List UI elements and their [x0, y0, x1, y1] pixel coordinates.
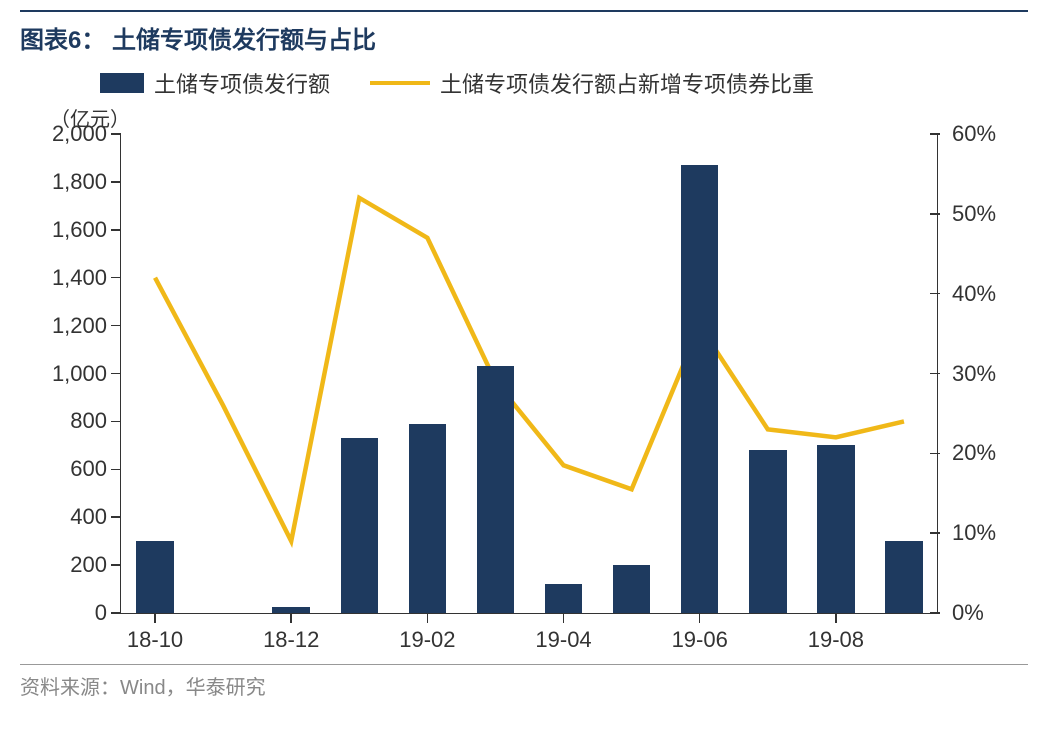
y1-tick-label: 1,800	[52, 169, 121, 195]
y1-tick-label: 800	[70, 408, 121, 434]
x-tick-label: 18-12	[263, 613, 319, 653]
bar	[477, 366, 514, 613]
y1-tick-label: 0	[95, 600, 121, 626]
legend-bar-swatch	[100, 73, 144, 93]
plot-area: 02004006008001,0001,2001,4001,6001,8002,…	[120, 134, 938, 614]
y1-tick-label: 400	[70, 504, 121, 530]
y2-tick-label: 40%	[938, 281, 996, 307]
chart-title: 图表6： 土储专项债发行额与占比	[20, 20, 1028, 55]
x-tick-label: 19-06	[672, 613, 728, 653]
line-path	[155, 198, 904, 541]
y2-tick-label: 50%	[938, 201, 996, 227]
y2-tick-label: 20%	[938, 440, 996, 466]
title-row: 图表6： 土储专项债发行额与占比	[20, 10, 1028, 61]
bar	[613, 565, 650, 613]
y2-tick-label: 30%	[938, 361, 996, 387]
legend-item-bar: 土储专项债发行额	[100, 67, 330, 99]
source-row: 资料来源：Wind，华泰研究	[20, 664, 1028, 700]
y1-tick-label: 1,000	[52, 361, 121, 387]
bar	[136, 541, 173, 613]
y1-tick-label: 200	[70, 552, 121, 578]
y1-unit-label: （亿元）	[50, 103, 1028, 132]
y1-tick-label: 2,000	[52, 121, 121, 147]
chart-area: 土储专项债发行额 土储专项债发行额占新增专项债券比重 （亿元） 02004006…	[20, 67, 1028, 614]
y2-tick-label: 10%	[938, 520, 996, 546]
y1-tick-label: 1,400	[52, 265, 121, 291]
x-tick-label: 19-02	[399, 613, 455, 653]
x-tick-label: 18-10	[127, 613, 183, 653]
y2-tick-label: 60%	[938, 121, 996, 147]
bar	[817, 445, 854, 613]
bar	[545, 584, 582, 613]
bar	[409, 424, 446, 613]
bar	[341, 438, 378, 613]
line-series	[121, 134, 938, 613]
bar	[681, 165, 718, 613]
legend-bar-label: 土储专项债发行额	[154, 67, 330, 99]
x-tick-label: 19-04	[535, 613, 591, 653]
y1-tick-label: 1,600	[52, 217, 121, 243]
bar	[272, 607, 309, 613]
y1-tick-label: 1,200	[52, 313, 121, 339]
legend-line-swatch	[370, 81, 430, 85]
chart-figure: 图表6： 土储专项债发行额与占比 土储专项债发行额 土储专项债发行额占新增专项债…	[0, 0, 1048, 740]
source-text: 资料来源：Wind，华泰研究	[20, 671, 1028, 700]
legend: 土储专项债发行额 土储专项债发行额占新增专项债券比重	[100, 67, 1028, 99]
bar	[885, 541, 922, 613]
x-tick-label: 19-08	[808, 613, 864, 653]
y2-tick-label: 0%	[938, 600, 984, 626]
legend-line-label: 土储专项债发行额占新增专项债券比重	[440, 67, 814, 99]
y1-tick-label: 600	[70, 456, 121, 482]
bar	[749, 450, 786, 613]
legend-item-line: 土储专项债发行额占新增专项债券比重	[370, 67, 814, 99]
